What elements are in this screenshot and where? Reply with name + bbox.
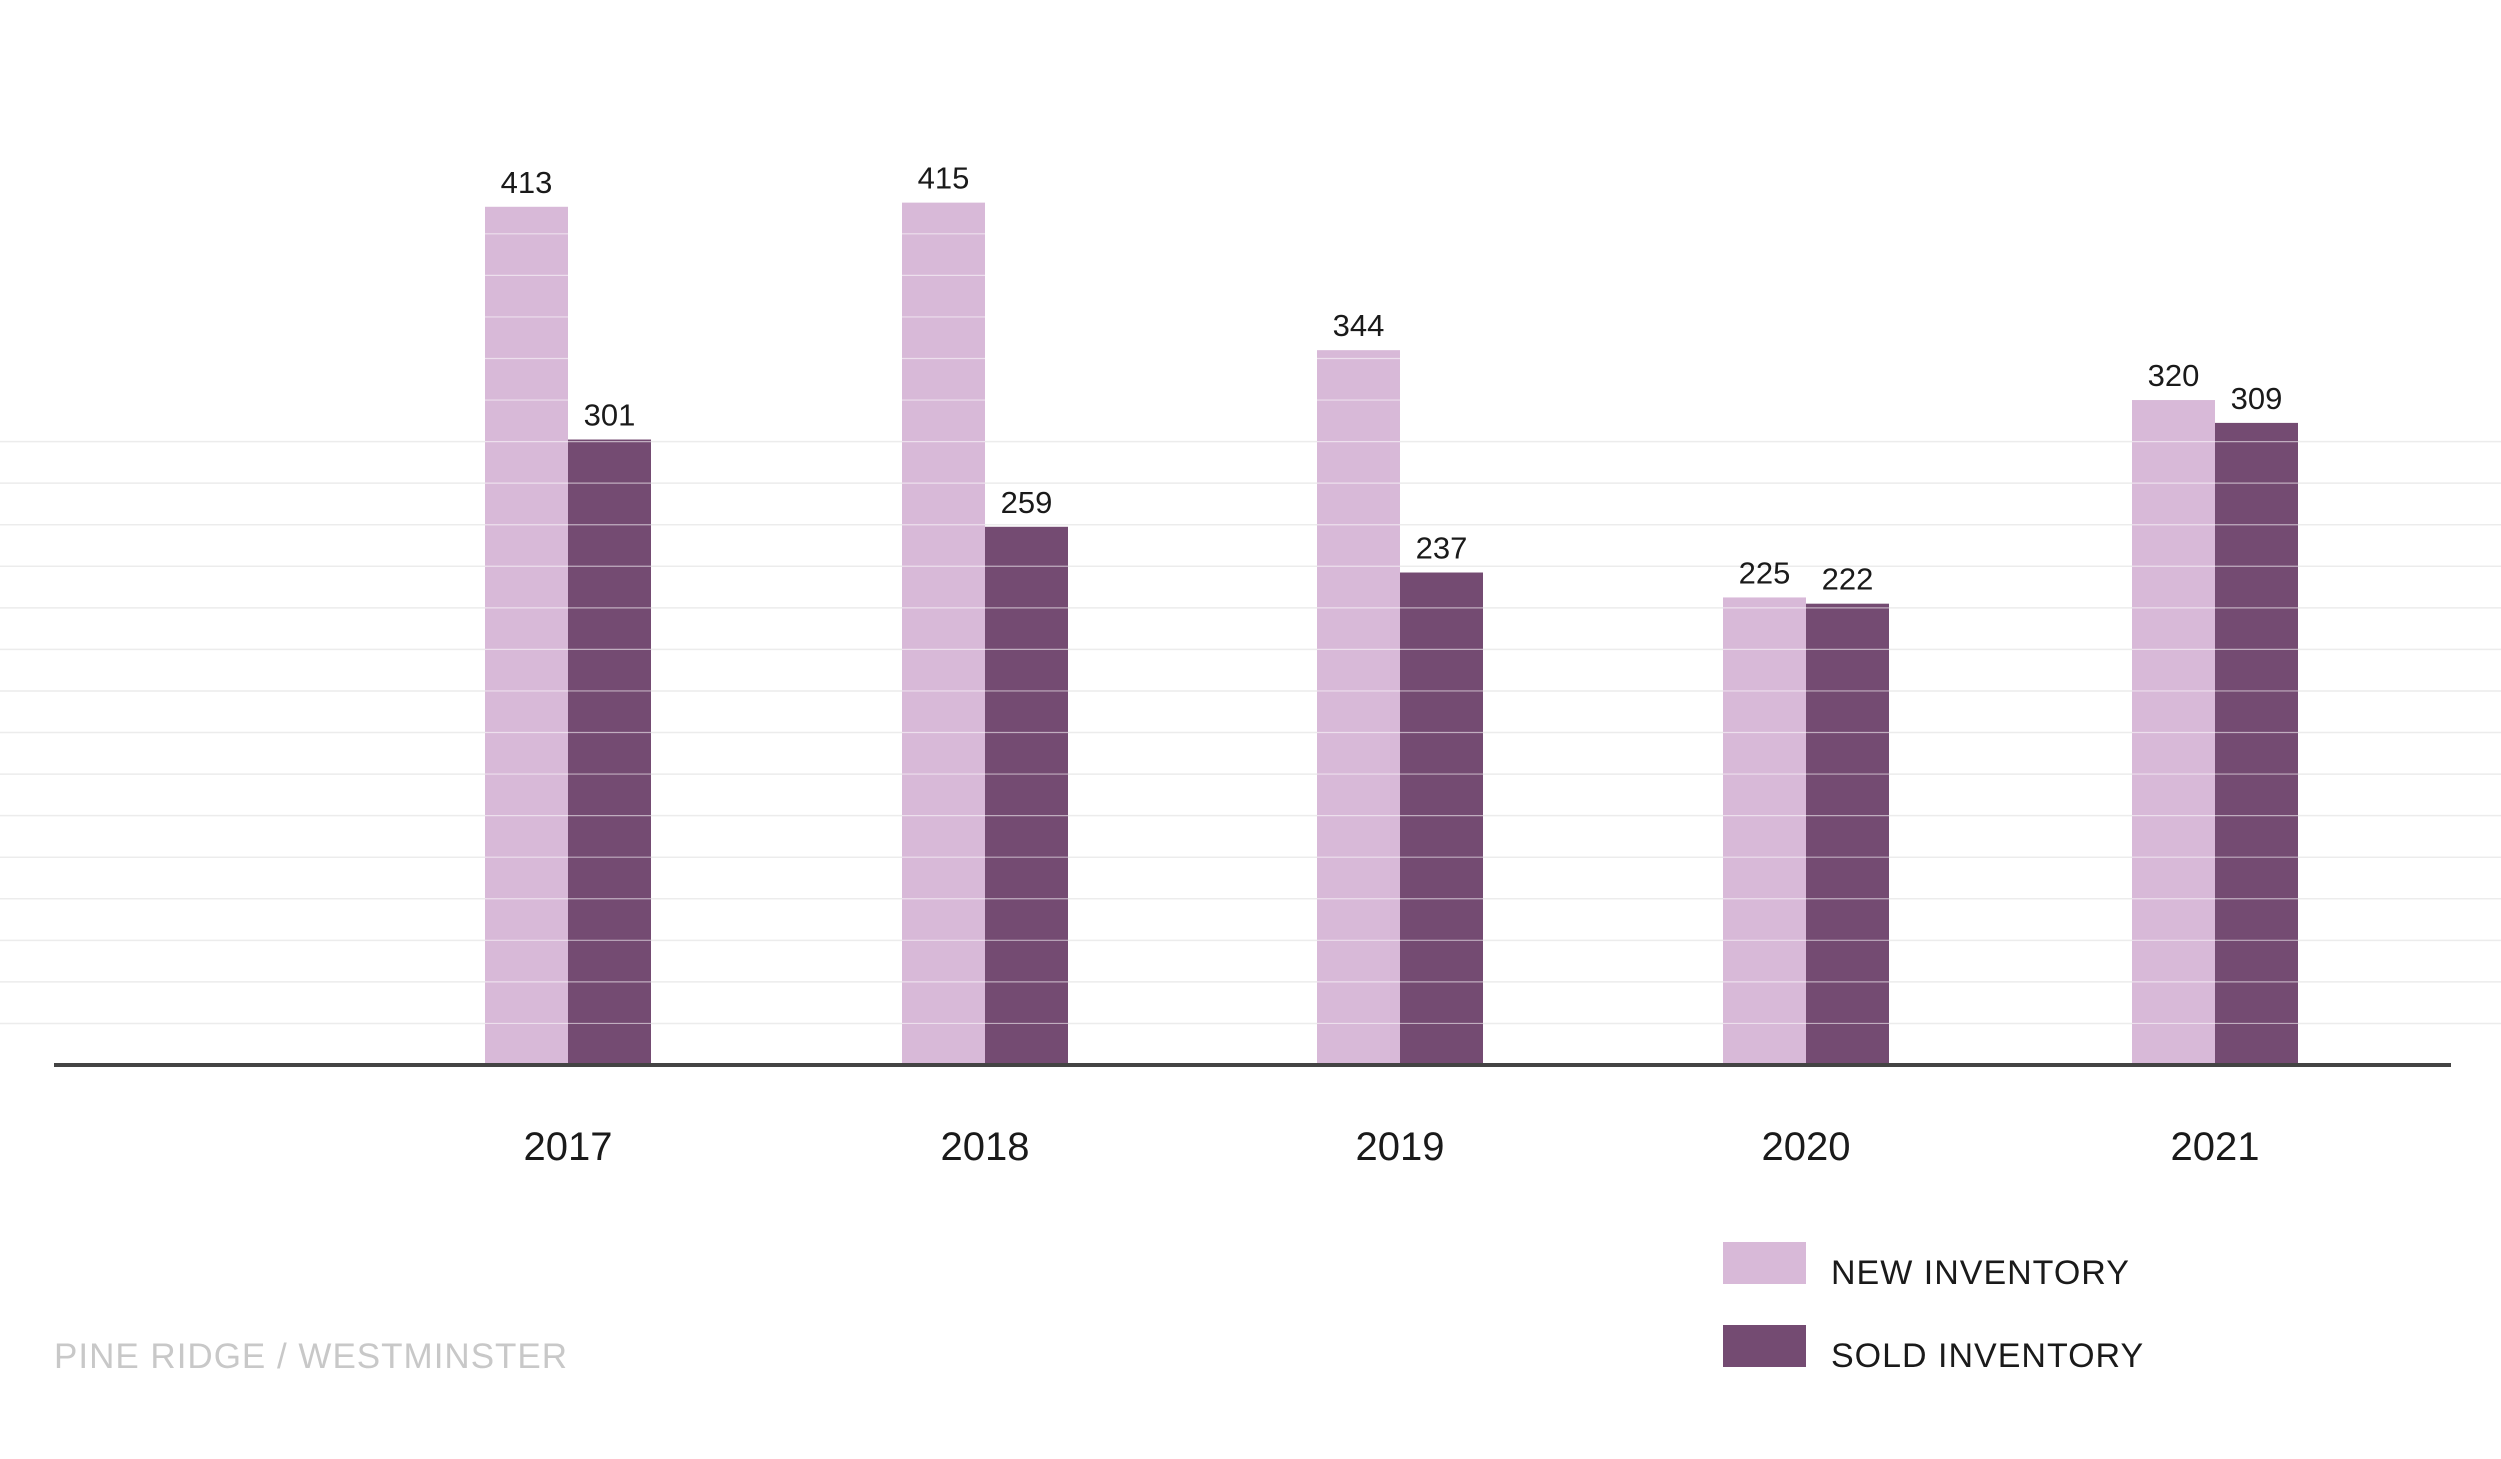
value-label-sold-inventory-2018: 259 — [1001, 485, 1053, 520]
footer-location-label: PINE RIDGE / WESTMINSTER — [54, 1337, 568, 1376]
bar-sold-inventory-2018 — [985, 526, 1068, 1065]
category-label-2021: 2021 — [2171, 1125, 2260, 1169]
gridlines — [0, 440, 2501, 1025]
value-label-new-inventory-2017: 413 — [501, 165, 553, 200]
category-label-2019: 2019 — [1356, 1125, 1445, 1169]
bars — [485, 202, 2298, 1066]
bar-sold-inventory-2019 — [1400, 572, 1483, 1065]
legend: NEW INVENTORY SOLD INVENTORY — [1723, 1242, 2144, 1375]
legend-swatch-new-inventory — [1723, 1242, 1806, 1284]
bar-sold-inventory-2021 — [2215, 422, 2298, 1065]
value-label-new-inventory-2021: 320 — [2148, 358, 2200, 393]
value-label-sold-inventory-2019: 237 — [1416, 531, 1468, 566]
value-label-new-inventory-2019: 344 — [1333, 308, 1385, 343]
category-labels: 2017 2018 2019 2020 2021 — [524, 1125, 2260, 1169]
bar-new-inventory-2017 — [485, 206, 568, 1065]
value-label-new-inventory-2018: 415 — [918, 161, 970, 196]
bar-new-inventory-2020 — [1723, 597, 1806, 1065]
category-label-2018: 2018 — [941, 1125, 1030, 1169]
legend-label-new-inventory: NEW INVENTORY — [1831, 1254, 2130, 1292]
value-label-sold-inventory-2020: 222 — [1822, 562, 1874, 597]
legend-label-sold-inventory: SOLD INVENTORY — [1831, 1337, 2144, 1375]
legend-swatch-sold-inventory — [1723, 1325, 1806, 1367]
value-label-sold-inventory-2021: 309 — [2231, 381, 2283, 416]
category-label-2020: 2020 — [1762, 1125, 1851, 1169]
value-labels: 413 301 415 259 344 237 225 222 320 309 — [501, 161, 2283, 597]
value-label-new-inventory-2020: 225 — [1739, 555, 1791, 590]
bar-sold-inventory-2020 — [1806, 603, 1889, 1065]
bar-stripes — [485, 233, 2298, 1025]
bar-new-inventory-2019 — [1317, 350, 1400, 1066]
bar-new-inventory-2018 — [902, 202, 985, 1065]
value-label-sold-inventory-2017: 301 — [584, 398, 636, 433]
bar-sold-inventory-2017 — [568, 439, 651, 1066]
category-label-2017: 2017 — [524, 1125, 613, 1169]
